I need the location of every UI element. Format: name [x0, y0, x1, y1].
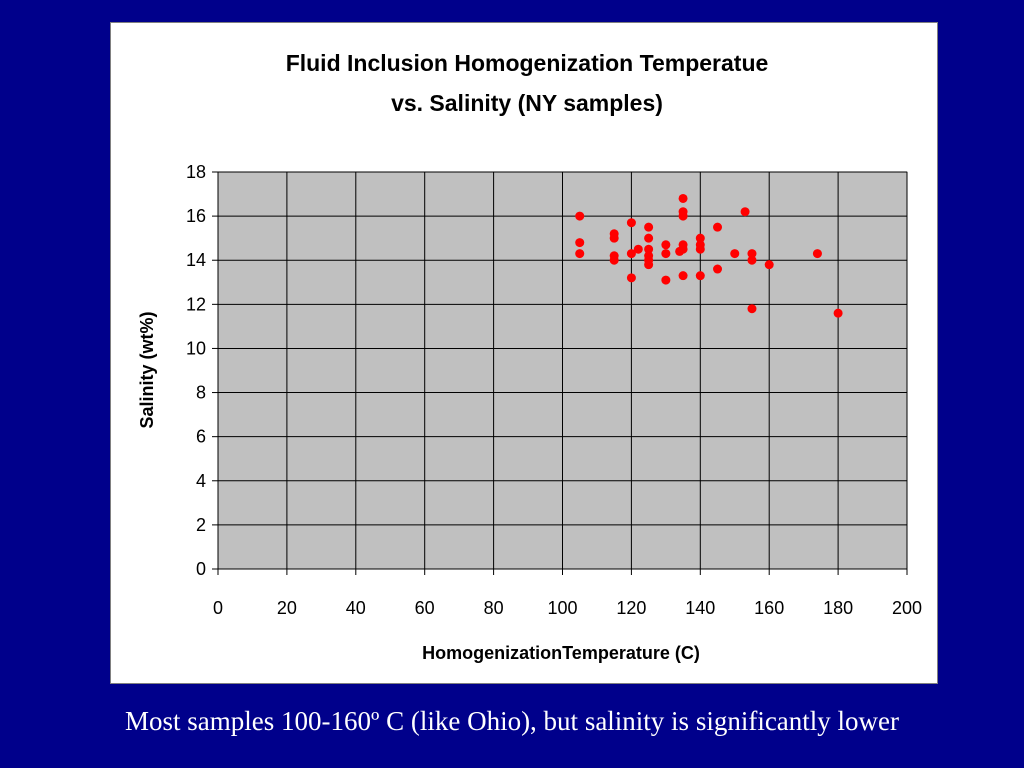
- data-point: [678, 244, 688, 254]
- data-point: [747, 249, 757, 259]
- y-tick-label: 16: [186, 206, 206, 226]
- data-point: [678, 271, 688, 281]
- data-point: [609, 233, 619, 243]
- chart-panel: Fluid Inclusion Homogenization Temperatu…: [110, 22, 938, 684]
- data-point: [644, 244, 654, 254]
- x-tick-label: 60: [415, 598, 435, 618]
- x-tick-label: 100: [547, 598, 577, 618]
- data-point: [833, 308, 843, 318]
- data-point: [661, 275, 671, 285]
- data-points: [575, 193, 843, 318]
- data-point: [678, 193, 688, 203]
- slide-caption: Most samples 100-160º C (like Ohio), but…: [124, 706, 900, 736]
- data-point: [747, 304, 757, 314]
- x-tick-label: 20: [277, 598, 297, 618]
- data-point: [575, 249, 585, 259]
- y-tick-label: 12: [186, 294, 206, 314]
- data-point: [661, 249, 671, 259]
- y-axis-label: Salinity (wt%): [137, 311, 157, 428]
- y-tick-label: 0: [196, 559, 206, 579]
- data-point: [644, 233, 654, 243]
- axes: [212, 171, 908, 575]
- x-axis-label: HomogenizationTemperature (C): [422, 643, 700, 663]
- y-tick-label: 10: [186, 338, 206, 358]
- x-tick-label: 160: [754, 598, 784, 618]
- data-point: [626, 273, 636, 283]
- y-tick-label: 8: [196, 383, 206, 403]
- data-point: [695, 233, 705, 243]
- y-tick-labels: 0 2 4 6 8 10 12 14 16 18: [186, 162, 206, 579]
- y-tick-label: 18: [186, 162, 206, 182]
- data-point: [812, 249, 822, 259]
- x-tick-label: 40: [346, 598, 366, 618]
- x-tick-label: 200: [892, 598, 922, 618]
- data-point: [661, 240, 671, 250]
- x-tick-label: 80: [484, 598, 504, 618]
- chart-title-line-1: Fluid Inclusion Homogenization Temperatu…: [286, 50, 769, 76]
- data-point: [747, 255, 757, 265]
- data-point: [626, 218, 636, 228]
- data-point: [575, 238, 585, 248]
- data-point: [609, 255, 619, 265]
- y-tick-label: 6: [196, 427, 206, 447]
- data-point: [695, 271, 705, 281]
- data-point: [644, 222, 654, 232]
- data-point: [575, 211, 585, 221]
- data-point: [626, 249, 636, 259]
- y-tick-label: 4: [196, 471, 206, 491]
- x-tick-label: 0: [213, 598, 223, 618]
- x-tick-label: 120: [616, 598, 646, 618]
- data-point: [740, 207, 750, 217]
- x-tick-labels: 0 20 40 60 80 100 120 140 160 180 200: [213, 598, 922, 618]
- grid-lines: [218, 171, 908, 569]
- y-tick-label: 14: [186, 250, 206, 270]
- data-point: [644, 260, 654, 270]
- data-point: [730, 249, 740, 259]
- data-point: [713, 222, 723, 232]
- x-tick-label: 180: [823, 598, 853, 618]
- y-tick-label: 2: [196, 515, 206, 535]
- data-point: [713, 264, 723, 274]
- data-point: [633, 244, 643, 254]
- data-point: [695, 244, 705, 254]
- data-point: [764, 260, 774, 270]
- scatter-chart: Fluid Inclusion Homogenization Temperatu…: [137, 50, 922, 663]
- chart-title-line-2: vs. Salinity (NY samples): [391, 90, 663, 116]
- x-tick-label: 140: [685, 598, 715, 618]
- data-point: [678, 211, 688, 221]
